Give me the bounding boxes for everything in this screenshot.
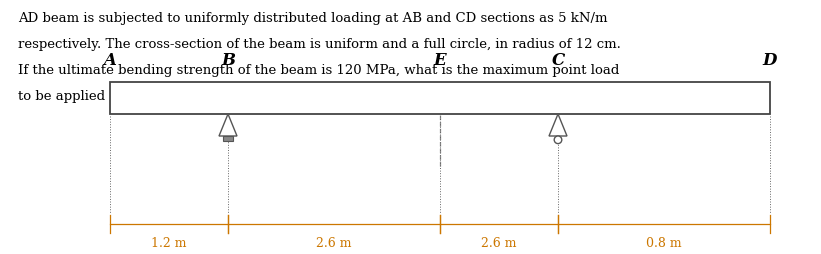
Text: 1.2 m: 1.2 m: [151, 237, 186, 250]
Polygon shape: [549, 114, 567, 136]
Text: D: D: [763, 52, 777, 69]
Text: E: E: [433, 52, 447, 69]
Text: 2.6 m: 2.6 m: [316, 237, 351, 250]
Text: 2.6 m: 2.6 m: [481, 237, 516, 250]
Text: to be applied at E point in downwards direction?: to be applied at E point in downwards di…: [18, 90, 345, 103]
Bar: [223, 136, 233, 140]
Text: C: C: [552, 52, 565, 69]
Text: 0.8 m: 0.8 m: [646, 237, 681, 250]
Text: respectively. The cross-section of the beam is uniform and a full circle, in rad: respectively. The cross-section of the b…: [18, 38, 621, 51]
Bar: [110, 82, 770, 114]
Text: AD beam is subjected to uniformly distributed loading at AB and CD sections as 5: AD beam is subjected to uniformly distri…: [18, 12, 608, 25]
Text: A: A: [103, 52, 117, 69]
Text: If the ultimate bending strength of the beam is 120 MPa, what is the maximum poi: If the ultimate bending strength of the …: [18, 64, 619, 77]
Polygon shape: [219, 114, 237, 136]
Text: B: B: [221, 52, 235, 69]
Circle shape: [554, 136, 562, 144]
